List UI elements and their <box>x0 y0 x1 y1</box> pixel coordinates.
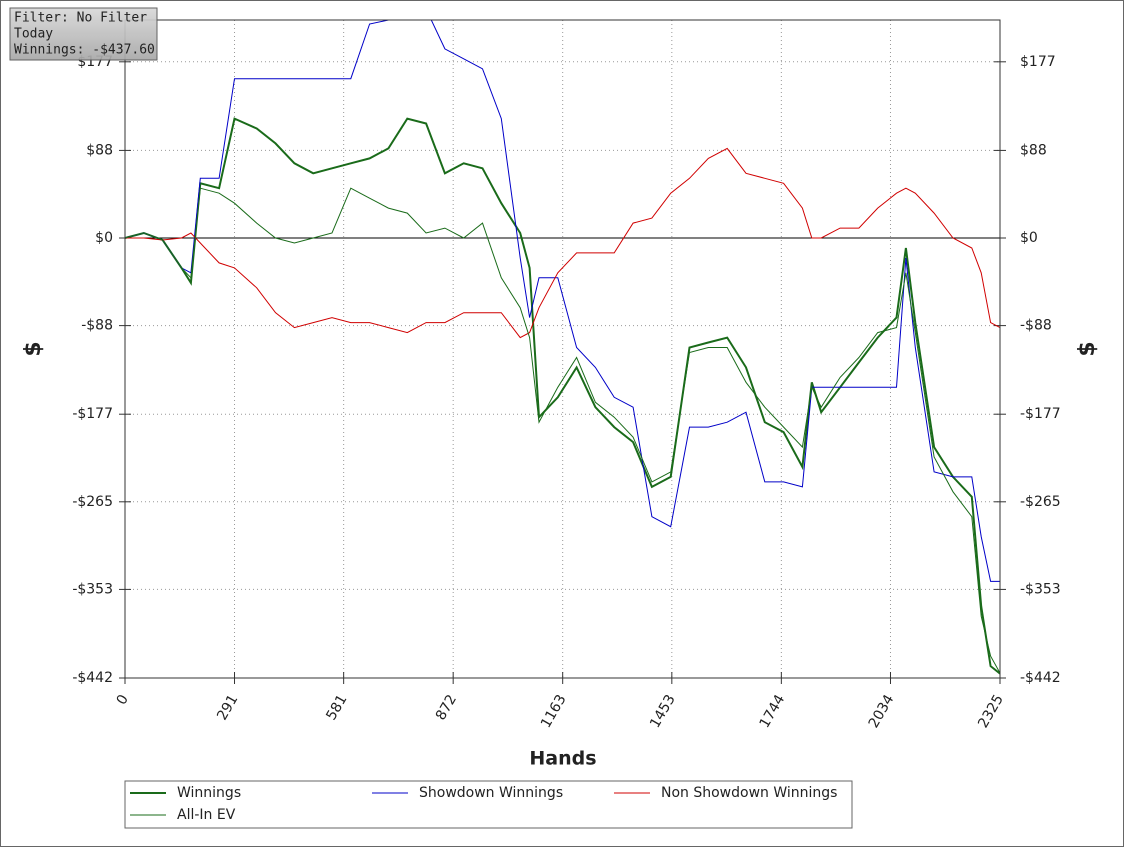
y-tick-label: $0 <box>95 230 113 246</box>
y-tick-label: -$177 <box>72 406 113 422</box>
y-tick-label: -$353 <box>72 581 113 597</box>
info-winnings: Winnings: -$437.60 <box>14 43 155 58</box>
y2-tick-label: $177 <box>1020 54 1056 70</box>
info-box: Filter: No Filter Today Winnings: -$437.… <box>9 7 158 61</box>
y-tick-label: -$265 <box>72 494 113 510</box>
y2-tick-label: -$88 <box>1020 318 1052 334</box>
y2-tick-label: -$177 <box>1020 406 1061 422</box>
info-filter: Filter: No Filter <box>14 11 147 26</box>
series-line <box>125 147 1000 339</box>
series-line <box>125 20 1000 582</box>
info-period: Today <box>14 27 53 42</box>
y2-tick-label: -$265 <box>1020 494 1061 510</box>
legend-label: Winnings <box>177 785 241 801</box>
plot-border <box>124 19 1001 679</box>
y2-tick-label: -$442 <box>1020 670 1061 686</box>
legend-label: All-In EV <box>177 807 236 823</box>
legend-box <box>124 780 853 829</box>
y2-tick-label: -$353 <box>1020 581 1061 597</box>
y2-tick-label: $0 <box>1020 230 1038 246</box>
y-tick-label: -$88 <box>81 318 113 334</box>
y2-tick-label: $88 <box>1020 142 1047 158</box>
info-background <box>9 7 158 61</box>
y2-axis-label: $ <box>1075 341 1100 356</box>
y-tick-label: $88 <box>86 142 113 158</box>
x-axis-label: Hands <box>529 748 596 770</box>
legend-label: Non Showdown Winnings <box>661 785 837 801</box>
y-tick-label: -$442 <box>72 670 113 686</box>
y-axis-label: $ <box>21 341 46 356</box>
series-line <box>125 187 1000 674</box>
legend-label: Showdown Winnings <box>419 785 563 801</box>
